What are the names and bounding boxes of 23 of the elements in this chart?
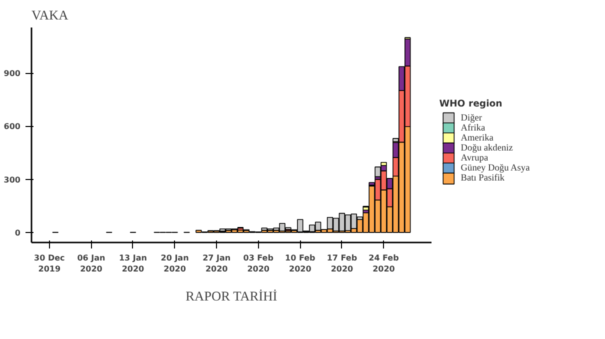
y-axis-title: VAKA [32,8,69,22]
x-tick-label: 10 Feb 2020 [285,254,316,274]
x-tick-label: 27 Jan 2020 [202,254,231,274]
legend-label: Diğer [460,113,483,124]
y-tick-label: 300 [4,175,21,184]
legend-label: Amerika [460,133,494,144]
legend-label: Avrupa [460,153,489,164]
legend-label: Doğu akdeniz [460,143,513,154]
x-tick-label: 17 Feb 2020 [326,254,358,274]
x-tick-label: 30 Dec 2019 [34,254,66,274]
legend-label: Afrika [460,123,486,134]
x-tick-label: 24 Feb 2020 [368,254,400,274]
legend-label: Batı Pasifik [460,174,505,184]
x-axis-title: RAPOR TARİHİ [186,288,278,304]
x-tick-label: 13 Jan 2020 [119,254,148,274]
y-tick-label: 900 [4,69,21,78]
legend-label: Güney Doğu Asya [460,164,531,174]
x-tick-label: 06 Jan 2020 [77,254,106,274]
y-tick-label: 0 [14,228,21,238]
y-tick-label: 600 [4,122,21,132]
x-tick-label: 03 Feb 2020 [243,254,274,274]
x-tick-label: 20 Jan 2020 [160,254,190,274]
legend-title: WHO region [439,98,502,110]
